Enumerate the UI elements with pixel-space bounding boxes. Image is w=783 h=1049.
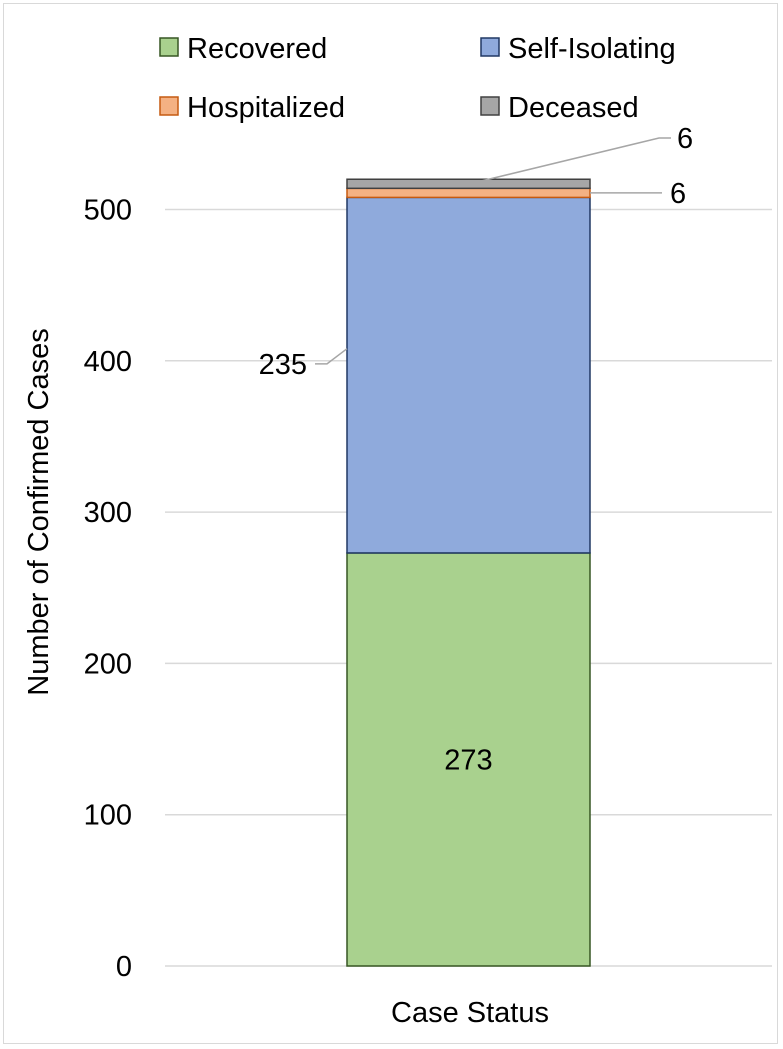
legend-swatch <box>480 37 500 57</box>
legend-label: Deceased <box>508 92 639 124</box>
label-leader-lines <box>315 137 671 365</box>
legend-swatch <box>480 96 500 116</box>
y-tick-label: 500 <box>84 195 132 227</box>
data-label: 273 <box>444 744 492 776</box>
data-labels: 273 235 6 6 <box>259 123 694 776</box>
legend-swatch <box>159 96 179 116</box>
bar-segment-self-isolating <box>346 196 591 554</box>
data-label: 235 <box>259 349 307 381</box>
bar-segment-deceased <box>346 178 591 190</box>
bar-segment-hospitalized <box>346 187 591 199</box>
leader-line <box>315 348 348 365</box>
data-label: 6 <box>670 178 686 210</box>
legend-label: Self-Isolating <box>508 33 676 65</box>
data-label: 6 <box>677 123 693 155</box>
bar-segment-recovered <box>346 552 591 967</box>
legend-swatch <box>159 37 179 57</box>
leader-line <box>469 137 671 185</box>
y-tick-label: 400 <box>84 346 132 378</box>
legend-label: Recovered <box>187 33 327 65</box>
y-tick-labels: 0 100 200 300 400 500 <box>84 195 132 984</box>
legend: Recovered Self-Isolating Hospitalized Decea… <box>159 33 676 124</box>
legend-label: Hospitalized <box>187 92 345 124</box>
y-tick-label: 200 <box>84 648 132 680</box>
y-tick-label: 100 <box>84 800 132 832</box>
x-axis-title: Case Status <box>391 997 549 1029</box>
y-tick-label: 300 <box>84 497 132 529</box>
y-axis-title: Number of Confirmed Cases <box>23 328 55 695</box>
bar-segments <box>346 178 591 967</box>
y-tick-label: 0 <box>116 951 132 983</box>
